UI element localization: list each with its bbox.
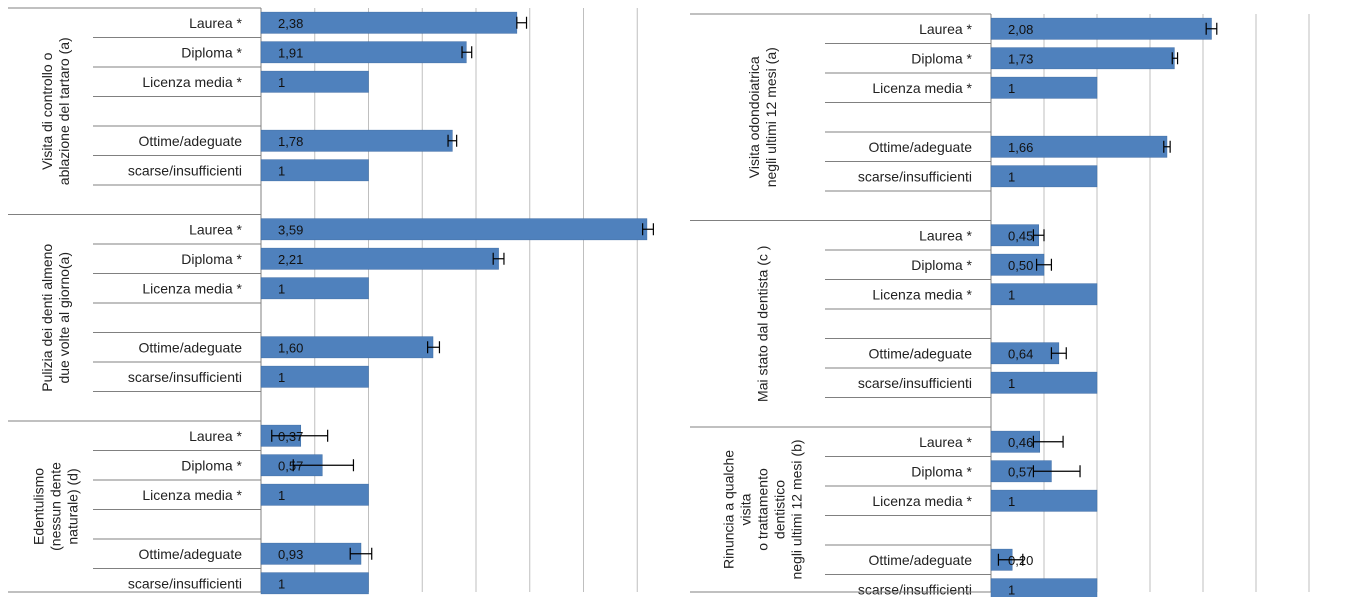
group-label: Rinuncia a qualchevisitao trattamentoden… [721,439,805,579]
category-label: Ottime/adeguate [868,345,972,361]
data-label: 0,57 [1008,464,1033,479]
data-label: 0,50 [1008,258,1033,273]
group-label-line: dentistico [772,480,788,539]
group-label-line: Visita di controllo o [39,52,55,169]
bar [990,489,1098,512]
data-label: 3,59 [278,222,303,237]
category-label: Diploma * [911,463,972,479]
category-label: Laurea * [919,227,972,243]
data-label: 1 [278,488,285,503]
group-label-line: negli ultimi 12 mesi (b) [789,439,805,579]
data-label: 1,66 [1008,140,1033,155]
data-label: 2,08 [1008,22,1033,37]
group-label: Edentulismo(nessun dentenaturale) (d) [31,462,81,551]
category-label: Ottime/adeguate [868,552,972,568]
category-label: Licenza media * [142,74,242,90]
category-label: Laurea * [189,15,242,31]
group-label: Visita odondoiatricanegli ultimi 12 mesi… [746,47,779,187]
data-label: 1 [1008,376,1015,391]
data-label: 2,38 [278,16,303,31]
bar [260,572,369,595]
category-label: Ottime/adeguate [868,139,972,155]
category-label: Licenza media * [872,286,972,302]
data-label: 1 [1008,81,1015,96]
category-label: Laurea * [189,221,242,237]
bar [990,578,1098,601]
group-label: Pulizia dei denti almenodue volte al gio… [39,244,72,392]
category-label: Diploma * [181,457,242,473]
group-label-line: o trattamento [755,468,771,551]
bar [260,218,648,241]
bar [260,542,362,565]
data-label: 1 [1008,169,1015,184]
data-label: 1 [278,281,285,296]
group-label-line: Pulizia dei denti almeno [39,244,55,392]
data-label: 0,57 [278,458,303,473]
category-label: Laurea * [919,434,972,450]
right-chart-panel: Visita odondoiatricanegli ultimi 12 mesi… [690,13,1310,601]
group-label-line: (nessun dente [48,462,64,551]
group-label-line: Rinuncia a qualche [721,450,737,569]
group-label-line: ablazione del tartaro (a) [56,37,72,185]
bar [260,277,369,300]
group-label-line: naturale) (d) [65,468,81,544]
category-label: Licenza media * [142,280,242,296]
bar [260,483,369,506]
group-label: Visita di controllo oablazione del tarta… [39,37,72,185]
data-label: 1 [278,576,285,591]
group-label-line: Edentulismo [31,468,47,545]
bar [260,159,369,182]
bar [990,283,1098,306]
category-label: Diploma * [911,50,972,66]
category-label: Ottime/adeguate [138,339,242,355]
group-label-line: negli ultimi 12 mesi (a) [763,47,779,187]
bar [990,76,1098,99]
bar [990,165,1098,188]
data-label: 2,21 [278,252,303,267]
category-label: scarse/insufficienti [858,375,972,391]
data-label: 1,91 [278,45,303,60]
category-label: Laurea * [189,428,242,444]
category-label: Diploma * [911,257,972,273]
category-label: Diploma * [181,44,242,60]
category-label: scarse/insufficienti [858,168,972,184]
data-label: 1 [1008,582,1015,597]
group-label-line: Visita odondoiatrica [746,56,762,178]
category-label: Licenza media * [142,487,242,503]
category-label: Licenza media * [872,80,972,96]
data-label: 0,93 [278,547,303,562]
category-label: scarse/insufficienti [128,162,242,178]
data-label: 1 [278,75,285,90]
data-label: 1 [1008,494,1015,509]
data-label: 1 [278,163,285,178]
category-label: scarse/insufficienti [858,581,972,597]
bar [990,371,1098,394]
group-label-line: Mai stato dal dentista (c ) [755,246,771,402]
bar [260,365,369,388]
category-label: Licenza media * [872,493,972,509]
category-label: Ottime/adeguate [138,546,242,562]
data-label: 1 [278,370,285,385]
data-label: 1,60 [278,340,303,355]
category-label: scarse/insufficienti [128,575,242,591]
group-label-line: due volte al giorno(a) [56,252,72,384]
category-label: scarse/insufficienti [128,369,242,385]
category-label: Laurea * [919,21,972,37]
data-label: 0,45 [1008,228,1033,243]
group-label: Mai stato dal dentista (c ) [755,246,771,402]
category-label: Diploma * [181,251,242,267]
data-label: 1 [1008,287,1015,302]
group-label-line: visita [738,493,754,525]
category-label: Ottime/adeguate [138,133,242,149]
bar [260,70,369,93]
data-label: 0,64 [1008,346,1033,361]
left-chart-panel: Visita di controllo oablazione del tarta… [8,7,654,595]
data-label: 1,78 [278,134,303,149]
data-label: 0,46 [1008,435,1033,450]
data-label: 1,73 [1008,51,1033,66]
